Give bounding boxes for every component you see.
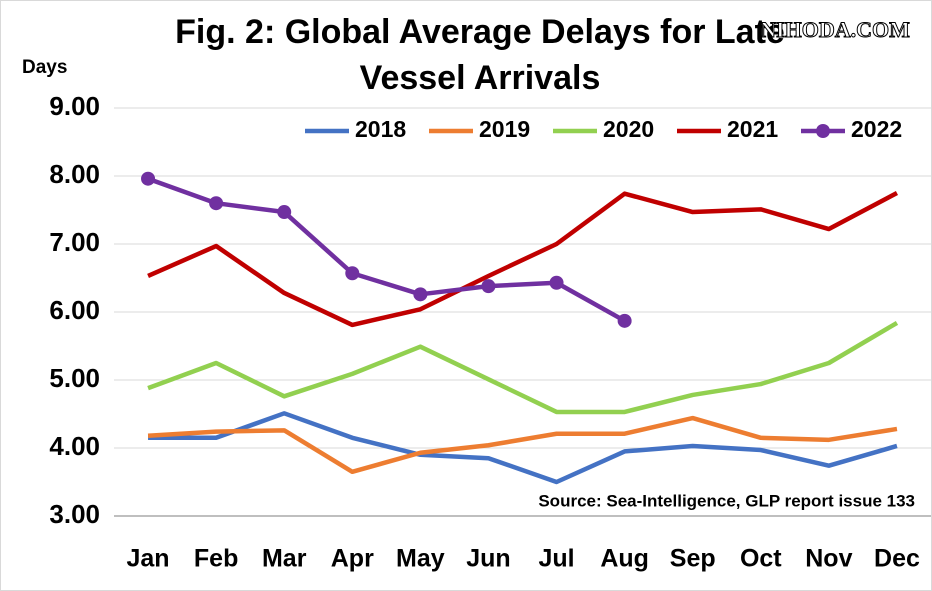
data-point <box>617 313 632 328</box>
annotation: Source: Sea-Intelligence, GLP report iss… <box>538 491 915 510</box>
legend-label: 2020 <box>603 116 654 142</box>
legend-label: 2018 <box>355 116 406 142</box>
series-line <box>147 415 898 475</box>
x-tick-label: Jun <box>466 545 510 573</box>
y-tick-label: 8.00 <box>49 159 100 189</box>
data-point <box>141 171 156 186</box>
y-axis-label: Days <box>22 57 67 78</box>
legend-label: 2019 <box>479 116 530 142</box>
x-tick-label: Sep <box>670 545 716 573</box>
x-tick-label: Oct <box>740 545 782 573</box>
series-line <box>147 320 899 415</box>
y-tick-label: 4.00 <box>49 431 100 461</box>
data-point <box>209 196 224 211</box>
data-point <box>277 205 292 220</box>
data-point <box>345 266 360 281</box>
chart-title: Vessel Arrivals <box>360 59 601 97</box>
legend-label: 2021 <box>727 116 778 142</box>
series-line <box>147 191 899 328</box>
x-tick-label: Jul <box>538 545 574 573</box>
x-tick-label: Mar <box>262 545 307 573</box>
legend-marker <box>816 124 830 138</box>
y-tick-label: 6.00 <box>49 295 100 325</box>
watermark: NIHODA.COM <box>760 17 910 42</box>
data-point <box>481 279 496 294</box>
x-tick-label: Aug <box>600 545 649 573</box>
legend-label: 2022 <box>851 116 902 142</box>
x-tick-label: May <box>396 545 445 573</box>
series-line <box>148 411 898 485</box>
data-point <box>413 287 428 302</box>
x-tick-label: Feb <box>194 545 238 573</box>
chart-title: Fig. 2: Global Average Delays for Late <box>175 13 785 51</box>
x-tick-label: Nov <box>805 545 852 573</box>
x-tick-label: Apr <box>331 545 374 573</box>
x-tick-label: Dec <box>874 545 920 573</box>
y-tick-label: 9.00 <box>49 91 100 121</box>
x-tick-label: Jan <box>126 545 169 573</box>
data-point <box>549 275 564 290</box>
y-tick-label: 3.00 <box>49 499 100 529</box>
series-line <box>147 176 626 323</box>
y-tick-label: 5.00 <box>49 363 100 393</box>
y-tick-label: 7.00 <box>49 227 100 257</box>
